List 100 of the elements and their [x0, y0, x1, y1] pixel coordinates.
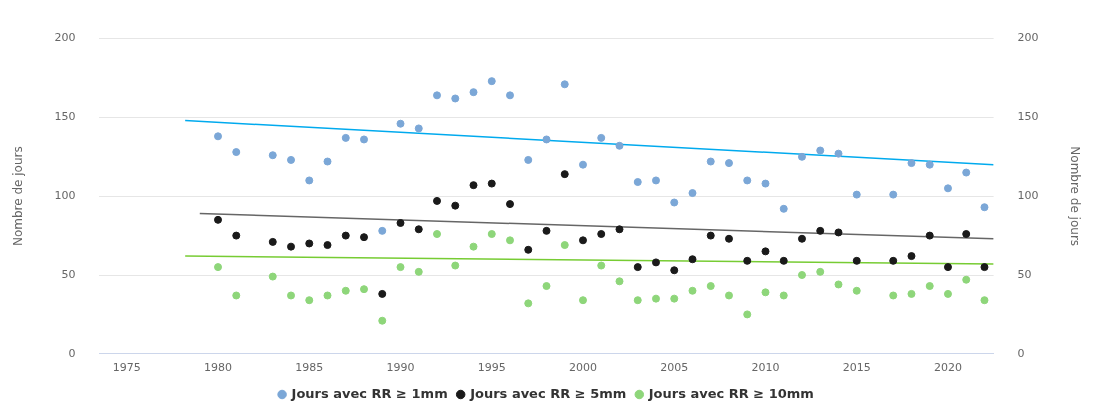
- point: [214, 263, 223, 272]
- point: [652, 258, 660, 267]
- point: [797, 152, 806, 161]
- point: [834, 228, 843, 237]
- point: [506, 91, 514, 100]
- point: [724, 159, 733, 168]
- point: [560, 241, 569, 250]
- point: [396, 218, 405, 227]
- x-tick-label: 2010: [751, 361, 780, 375]
- point: [232, 231, 241, 240]
- point: [560, 170, 569, 179]
- point: [925, 160, 934, 169]
- point: [980, 203, 989, 212]
- point: [652, 176, 660, 185]
- point: [943, 289, 952, 298]
- point: [688, 255, 697, 264]
- point: [761, 247, 770, 256]
- point: [724, 291, 733, 300]
- point: [378, 226, 387, 235]
- point: [688, 286, 697, 295]
- point: [834, 280, 843, 289]
- y2-tick-label: 200: [1017, 31, 1039, 45]
- point: [688, 189, 697, 198]
- point: [761, 179, 770, 188]
- point: [724, 234, 733, 243]
- point: [980, 263, 989, 272]
- point: [378, 316, 387, 325]
- point: [816, 146, 825, 155]
- y-axis-title: Nombre de jours: [11, 146, 26, 247]
- y-tick-label: 150: [54, 110, 76, 124]
- point: [779, 291, 788, 300]
- point: [433, 91, 442, 100]
- point: [597, 230, 606, 239]
- point: [779, 204, 788, 213]
- point: [962, 230, 971, 239]
- point: [852, 190, 861, 199]
- point: [962, 168, 971, 177]
- legend-label: Jours avec RR ≥ 5mm: [469, 385, 627, 401]
- point: [652, 294, 660, 303]
- point: [396, 119, 405, 128]
- point: [743, 310, 752, 319]
- point: [433, 230, 442, 239]
- point: [706, 282, 715, 291]
- point: [524, 299, 533, 308]
- point: [980, 296, 989, 305]
- x-tick-label: 2000: [569, 361, 597, 375]
- point: [615, 277, 624, 286]
- legend-label: Jours avec RR ≥ 10mm: [647, 385, 814, 401]
- x-tick-label: 2020: [933, 361, 962, 375]
- point: [524, 245, 533, 254]
- x-tick-label: 1975: [112, 361, 141, 375]
- point: [451, 94, 460, 103]
- point: [615, 141, 624, 150]
- point: [214, 132, 223, 141]
- point: [816, 267, 825, 276]
- point: [487, 77, 496, 86]
- x-tick-label: 1980: [204, 361, 233, 375]
- x-tick-label: 1990: [386, 361, 415, 375]
- point: [396, 263, 405, 272]
- point: [761, 288, 770, 297]
- point: [597, 261, 606, 270]
- point: [506, 236, 514, 245]
- y2-tick-label: 0: [1017, 346, 1025, 360]
- point: [506, 200, 514, 209]
- y2-tick-label: 150: [1017, 110, 1039, 124]
- legend-label: Jours avec RR ≥ 1mm: [290, 385, 448, 401]
- point: [305, 176, 314, 185]
- point: [433, 196, 442, 205]
- point: [943, 184, 952, 193]
- point: [451, 201, 460, 210]
- point: [524, 155, 533, 164]
- x-tick-label: 2015: [842, 361, 871, 375]
- point: [670, 266, 679, 275]
- point: [579, 160, 587, 169]
- point: [487, 230, 496, 239]
- y2-tick-label: 100: [1017, 189, 1039, 203]
- point: [214, 215, 223, 224]
- point: [341, 286, 350, 295]
- y-tick-label: 0: [68, 346, 76, 360]
- point: [414, 225, 423, 234]
- point: [743, 176, 752, 185]
- point: [414, 267, 423, 276]
- point: [469, 88, 478, 97]
- point: [323, 291, 332, 300]
- x-tick-label: 1995: [477, 361, 506, 375]
- point: [779, 256, 788, 265]
- point: [305, 296, 314, 305]
- y2-tick-label: 50: [1017, 267, 1032, 281]
- point: [469, 181, 478, 190]
- point: [414, 124, 423, 133]
- point: [268, 151, 277, 160]
- point: [889, 190, 898, 199]
- point: [907, 159, 916, 168]
- point: [579, 296, 587, 305]
- point: [633, 178, 642, 187]
- point: [889, 291, 898, 300]
- point: [670, 294, 679, 303]
- point: [323, 157, 332, 166]
- point: [797, 234, 806, 243]
- point: [341, 133, 350, 142]
